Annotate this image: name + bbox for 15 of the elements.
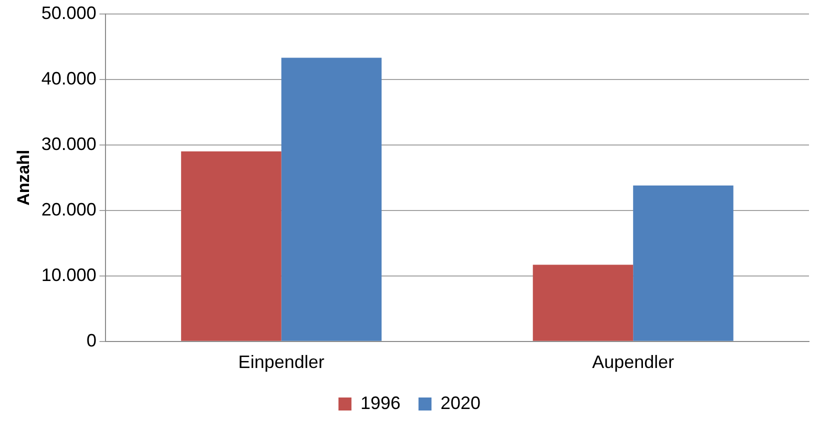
x-tick-label: Aupendler (592, 352, 674, 372)
bar (281, 58, 382, 341)
y-tick-label: 10.000 (41, 264, 96, 285)
bar (633, 185, 734, 341)
y-tick-label: 20.000 (41, 199, 96, 220)
y-tick-label: 30.000 (41, 134, 96, 154)
y-axis-title: Anzahl (14, 150, 33, 206)
bar (532, 264, 634, 341)
bar (181, 151, 282, 341)
y-tick-label: 50.000 (41, 2, 96, 23)
y-tick-label: 40.000 (41, 68, 96, 88)
legend-label: 1996 (360, 392, 401, 413)
x-tick-label: Einpendler (238, 352, 324, 372)
legend-label: 2020 (440, 392, 481, 413)
y-tick-label: 0 (86, 330, 96, 350)
